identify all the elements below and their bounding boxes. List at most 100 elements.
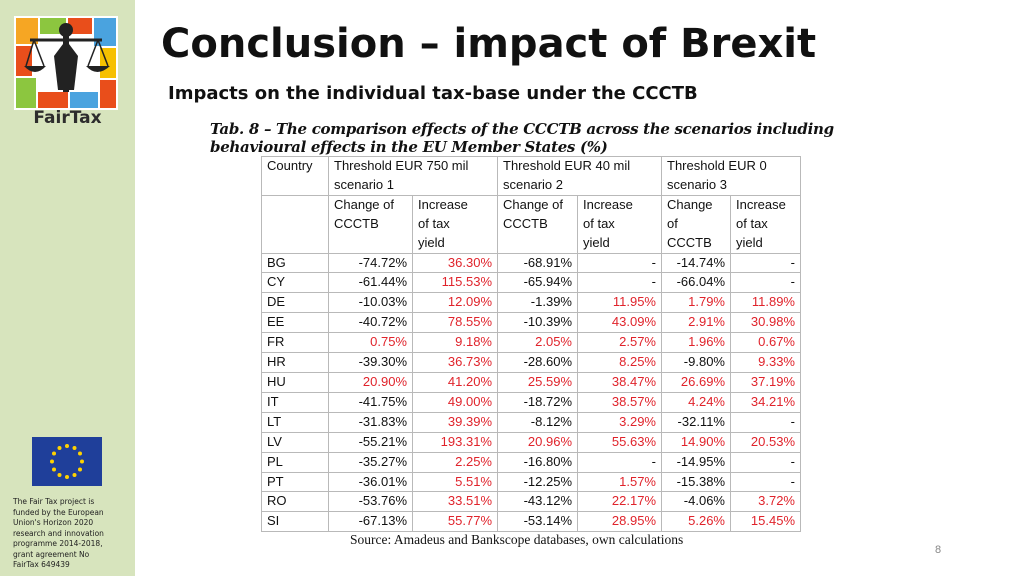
value-cell: 37.19% [730, 371, 801, 393]
table-row: SI -67.13% 55.77% -53.14% 28.95% 5.26% 15.45% [261, 511, 801, 533]
country-cell: EE [261, 312, 329, 334]
scenario-header: Threshold EUR 750 mil scenario 1 [328, 156, 498, 196]
value-cell: 0.67% [730, 332, 801, 354]
value-cell: 4.24% [661, 391, 731, 413]
value-cell: -35.27% [328, 451, 413, 473]
value-cell: 5.26% [661, 511, 731, 533]
value-cell: 1.79% [661, 292, 731, 314]
value-cell: -18.72% [497, 391, 578, 413]
value-cell: 5.51% [412, 471, 498, 493]
country-header: Country [261, 156, 329, 196]
table-caption: Tab. 8 – The comparison effects of the C… [210, 120, 834, 156]
value-cell: -40.72% [328, 312, 413, 334]
value-cell: 115.53% [412, 272, 498, 294]
value-cell: -53.14% [497, 511, 578, 533]
country-cell: IT [261, 391, 329, 413]
table-caption-line: behavioural effects in the EU Member Sta… [210, 138, 608, 156]
value-cell: 20.96% [497, 431, 578, 453]
sub-header: Increase of tax yield [730, 194, 801, 254]
funding-line: The Fair Tax project is [13, 497, 95, 506]
value-cell: 22.17% [577, 491, 662, 513]
value-cell: 9.18% [412, 332, 498, 354]
value-cell: -1.39% [497, 292, 578, 314]
value-cell: 11.89% [730, 292, 801, 314]
table-row: HR -39.30% 36.73% -28.60% 8.25% -9.80% 9.33% [261, 352, 801, 373]
value-cell: 193.31% [412, 431, 498, 453]
table-row: DE -10.03% 12.09% -1.39% 11.95% 1.79% 11.89% [261, 292, 801, 314]
table-row: IT -41.75% 49.00% -18.72% 38.57% 4.24% 34.21% [261, 391, 801, 413]
country-cell: CY [261, 272, 329, 294]
value-cell: 34.21% [730, 391, 801, 413]
scenario-header: Threshold EUR 0 scenario 3 [661, 156, 801, 196]
value-cell: -68.91% [497, 252, 578, 274]
value-cell: -10.39% [497, 312, 578, 334]
table-caption-line: Tab. 8 – The comparison effects of the C… [210, 120, 834, 138]
value-cell: -67.13% [328, 511, 413, 533]
value-cell: 0.75% [328, 332, 413, 354]
value-cell: -65.94% [497, 272, 578, 294]
value-cell: 9.33% [730, 352, 801, 373]
value-cell: 15.45% [730, 511, 801, 533]
country-cell: SI [261, 511, 329, 533]
funding-line: grant agreement No [13, 549, 90, 559]
value-cell: 3.72% [730, 491, 801, 513]
fairtax-logo-icon [14, 16, 118, 110]
table-row: LV -55.21% 193.31% 20.96% 55.63% 14.90% 20.53% [261, 431, 801, 453]
table-row: PL -35.27% 2.25% -16.80% - -14.95% - [261, 451, 801, 473]
table-row: EE -40.72% 78.55% -10.39% 43.09% 2.91% 30.98% [261, 312, 801, 334]
value-cell: - [577, 252, 662, 274]
value-cell: -41.75% [328, 391, 413, 413]
value-cell: -32.11% [661, 411, 731, 433]
value-cell: 38.57% [577, 391, 662, 413]
value-cell: - [577, 451, 662, 473]
value-cell: 2.91% [661, 312, 731, 334]
value-cell: -12.25% [497, 471, 578, 493]
value-cell: 33.51% [412, 491, 498, 513]
value-cell: 38.47% [577, 371, 662, 393]
value-cell: -10.03% [328, 292, 413, 314]
empty-header-cell [261, 194, 329, 254]
sub-header: Increase of tax yield [577, 194, 662, 254]
value-cell: 49.00% [412, 391, 498, 413]
value-cell: 55.77% [412, 511, 498, 533]
country-cell: BG [261, 252, 329, 274]
value-cell: 39.39% [412, 411, 498, 433]
sub-header: Increase of tax yield [412, 194, 498, 254]
value-cell: -31.83% [328, 411, 413, 433]
value-cell: -4.06% [661, 491, 731, 513]
value-cell: 14.90% [661, 431, 731, 453]
country-cell: DE [261, 292, 329, 314]
value-cell: -39.30% [328, 352, 413, 373]
value-cell: -61.44% [328, 272, 413, 294]
country-cell: PL [261, 451, 329, 473]
logo-text: FairTax [33, 108, 102, 128]
value-cell: 20.90% [328, 371, 413, 393]
value-cell: 20.53% [730, 431, 801, 453]
country-cell: LV [261, 431, 329, 453]
value-cell: 8.25% [577, 352, 662, 373]
value-cell: 43.09% [577, 312, 662, 334]
value-cell: 1.57% [577, 471, 662, 493]
table-row: RO -53.76% 33.51% -43.12% 22.17% -4.06% 3.72% [261, 491, 801, 513]
slide-subtitle: Impacts on the individual tax-base under… [168, 83, 698, 104]
slide-title: Conclusion – impact of Brexit [161, 21, 817, 67]
eu-flag-icon [32, 437, 102, 486]
value-cell: 2.25% [412, 451, 498, 473]
page-number: 8 [935, 544, 942, 556]
table-row: HU 20.90% 41.20% 25.59% 38.47% 26.69% 37.19% [261, 371, 801, 393]
funding-note: The Fair Tax project is funded by the Eu… [13, 497, 125, 571]
country-cell: LT [261, 411, 329, 433]
funding-line: programme 2014-2018, [13, 539, 103, 548]
table-row: LT -31.83% 39.39% -8.12% 3.29% -32.11% - [261, 411, 801, 433]
value-cell: 36.73% [412, 352, 498, 373]
funding-line: research and innovation [13, 528, 104, 538]
table-row: BG -74.72% 36.30% -68.91% - -14.74% - [261, 252, 801, 274]
value-cell: - [577, 272, 662, 294]
value-cell: - [730, 471, 801, 493]
value-cell: 41.20% [412, 371, 498, 393]
table-row: PT -36.01% 5.51% -12.25% 1.57% -15.38% - [261, 471, 801, 493]
sub-header: Change of CCCTB [497, 194, 578, 254]
value-cell: 25.59% [497, 371, 578, 393]
table-row: FR 0.75% 9.18% 2.05% 2.57% 1.96% 0.67% [261, 332, 801, 354]
value-cell: 36.30% [412, 252, 498, 274]
